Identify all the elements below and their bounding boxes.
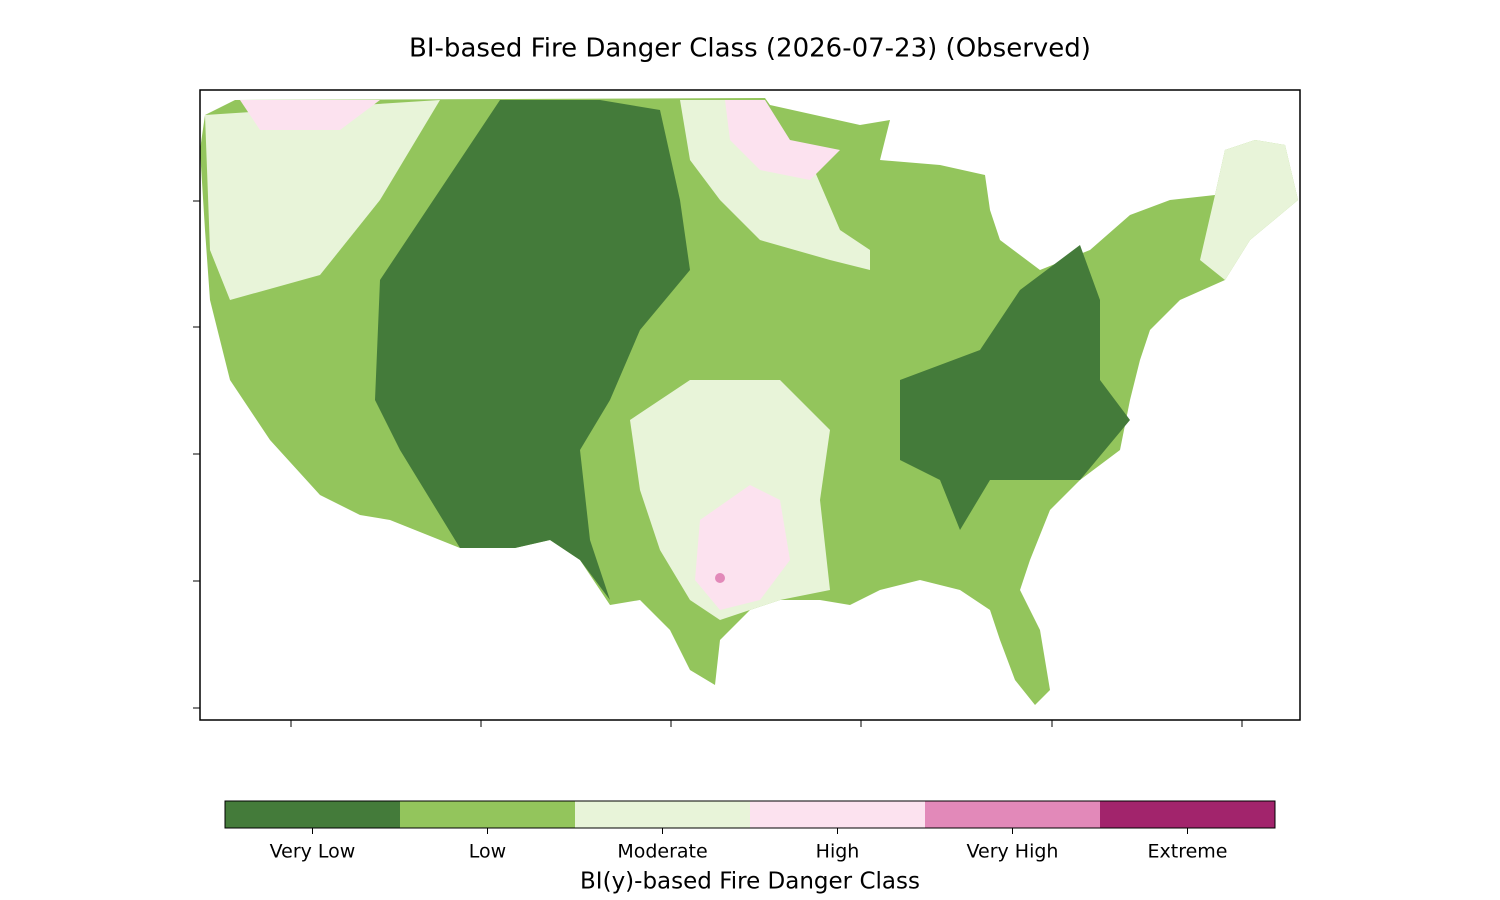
colorbar-tick-label: High xyxy=(816,841,860,863)
colorbar-frame xyxy=(224,800,1276,829)
colorbar-tick-label: Low xyxy=(469,841,506,863)
colorbar-tick-label: Very Low xyxy=(270,841,356,863)
colorbar-cell xyxy=(1100,801,1275,828)
region xyxy=(680,100,870,270)
colorbar-cell xyxy=(400,801,575,828)
colorbar-cell xyxy=(575,801,750,828)
colorbar-cell xyxy=(750,801,925,828)
colorbar: Very Low Low Moderate High Very High Extreme xyxy=(224,800,1276,863)
region xyxy=(205,100,440,300)
region xyxy=(715,573,725,583)
axis-ticks xyxy=(193,200,1243,727)
colorbar-label: BI(y)-based Fire Danger Class xyxy=(580,869,920,895)
region xyxy=(240,100,380,130)
region xyxy=(900,245,1130,530)
map-frame xyxy=(199,89,1301,721)
colorbar-cell xyxy=(925,801,1100,828)
map xyxy=(200,98,1298,705)
title: BI-based Fire Danger Class (2026-07-23) … xyxy=(409,34,1091,64)
colorbar-cell xyxy=(225,801,400,828)
colorbar-tick-label: Very High xyxy=(967,841,1059,863)
colorbar-tick-label: Extreme xyxy=(1148,841,1228,863)
region xyxy=(1200,140,1298,280)
region xyxy=(375,100,690,600)
colorbar-tick-label: Moderate xyxy=(617,841,707,863)
region xyxy=(725,100,840,180)
